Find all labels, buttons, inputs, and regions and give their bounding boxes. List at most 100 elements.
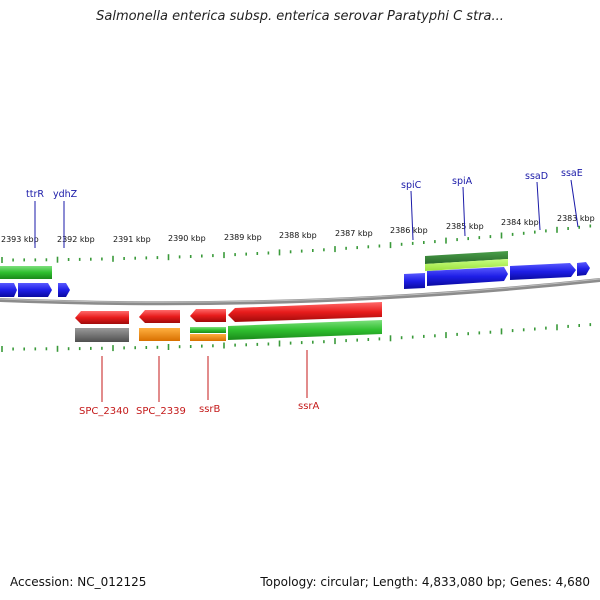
reverse-tick — [67, 347, 70, 351]
forward-tick — [334, 246, 336, 253]
forward-tick — [278, 249, 281, 256]
gene-feature-ssrA[interactable] — [228, 302, 382, 322]
forward-tick — [12, 258, 14, 262]
reverse-features — [75, 302, 382, 342]
forward-tick — [500, 232, 503, 239]
reverse-tick — [378, 337, 381, 341]
gene-labels-bottom: SPC_2340 SPC_2339 ssrB ssrA — [79, 401, 320, 417]
reverse-tick — [1, 346, 3, 352]
gene-feature-lime[interactable] — [425, 259, 508, 271]
gene-feature-ssaE[interactable] — [577, 262, 590, 276]
gene-feature-green-left[interactable] — [0, 266, 52, 279]
forward-tick — [323, 248, 325, 252]
forward-tick — [256, 252, 259, 255]
gene-feature-ssrB[interactable] — [190, 309, 226, 322]
reverse-tick — [445, 332, 447, 339]
forward-tick — [578, 225, 580, 229]
gene-label-ssrA[interactable]: ssrA — [298, 401, 320, 412]
forward-tick — [534, 230, 536, 234]
forward-tick — [400, 242, 403, 246]
gene-feature-ssrB-green[interactable] — [190, 327, 226, 333]
gene-feature-ydhZ[interactable] — [18, 283, 52, 297]
reverse-tick — [511, 329, 514, 333]
forward-tick — [411, 241, 414, 245]
reverse-tick — [312, 340, 314, 344]
reverse-tick — [101, 346, 103, 350]
forward-tick — [312, 249, 314, 252]
forward-tick — [589, 224, 592, 228]
forward-tick — [522, 231, 525, 235]
reverse-tick — [400, 336, 403, 340]
reverse-tick — [467, 332, 469, 336]
reverse-tick — [167, 344, 170, 350]
reverse-tick — [411, 335, 414, 339]
forward-tick — [367, 245, 370, 249]
gene-feature-darkgreen[interactable] — [425, 251, 508, 264]
scale-label-2393: 2393 kbp — [1, 235, 39, 244]
forward-tick — [300, 249, 303, 253]
forward-tick — [545, 229, 547, 233]
reverse-tick — [123, 346, 125, 350]
forward-tick — [112, 255, 114, 262]
genome-backbone — [0, 278, 600, 306]
forward-tick — [145, 256, 148, 260]
gene-feature-ssrB-orange[interactable] — [190, 334, 226, 341]
gene-label-ssaD[interactable]: ssaD — [525, 171, 548, 182]
reverse-tick — [289, 341, 292, 345]
reverse-tick — [556, 324, 558, 331]
forward-tick — [511, 232, 514, 236]
accession-label: Accession: NC_012125 — [10, 575, 147, 589]
reverse-tick — [500, 328, 503, 335]
gene-label-ssrB[interactable]: ssrB — [199, 404, 221, 415]
gene-label-spiC[interactable]: spiC — [401, 180, 422, 191]
forward-tick — [478, 236, 481, 240]
reverse-tick — [112, 345, 114, 352]
reverse-tick — [234, 343, 236, 347]
reverse-tick — [178, 345, 181, 349]
forward-tick — [345, 246, 347, 250]
forward-tick — [567, 227, 569, 230]
reverse-ticks — [1, 323, 592, 352]
gene-feature-SPC_2340[interactable] — [75, 311, 129, 324]
gene-label-SPC_2340[interactable]: SPC_2340 — [79, 406, 129, 417]
reverse-tick — [23, 347, 25, 351]
gene-feature-ssaD[interactable] — [510, 263, 576, 280]
gene-label-ydhZ[interactable]: ydhZ — [53, 189, 78, 200]
reverse-tick — [456, 332, 458, 336]
forward-tick — [356, 246, 358, 250]
gene-label-ssaE[interactable]: ssaE — [561, 168, 583, 179]
scale-label-2389: 2389 kbp — [224, 233, 262, 242]
forward-tick — [1, 257, 3, 263]
genome-backbone-highlight — [0, 278, 600, 303]
scale-label-2383: 2383 kbp — [557, 214, 595, 223]
forward-features — [0, 251, 590, 297]
gene-label-SPC_2339[interactable]: SPC_2339 — [136, 406, 186, 417]
forward-tick — [212, 254, 214, 258]
forward-tick — [156, 256, 159, 260]
gene-labels-top: ttrR ydhZ spiC spiA ssaD ssaE — [26, 168, 583, 200]
gene-feature-SPC_2339-orange[interactable] — [139, 328, 180, 341]
reverse-tick — [267, 342, 270, 346]
forward-tick — [467, 237, 469, 241]
reverse-tick — [256, 342, 259, 346]
reverse-tick — [534, 327, 536, 331]
gene-label-ttrR[interactable]: ttrR — [26, 189, 44, 200]
forward-tick — [234, 253, 236, 257]
forward-tick — [67, 258, 70, 261]
gene-feature-SPC_2339[interactable] — [139, 310, 180, 323]
gene-feature-ssrA-green[interactable] — [228, 320, 382, 340]
genome-summary: Topology: circular; Length: 4,833,080 bp… — [260, 575, 590, 589]
gene-feature-spiA[interactable] — [427, 267, 508, 286]
gene-feature-small-blue[interactable] — [58, 283, 70, 297]
reverse-tick — [434, 334, 436, 338]
reverse-tick — [45, 347, 48, 351]
reverse-tick — [578, 324, 580, 327]
gene-feature-ttrR[interactable] — [0, 283, 17, 297]
gene-label-spiA[interactable]: spiA — [452, 176, 473, 187]
reverse-tick — [522, 328, 525, 332]
gene-feature-SPC_2340-gray[interactable] — [75, 328, 129, 342]
reverse-tick — [356, 338, 358, 342]
gene-feature-spiC[interactable] — [404, 273, 425, 289]
reverse-tick — [201, 344, 203, 348]
